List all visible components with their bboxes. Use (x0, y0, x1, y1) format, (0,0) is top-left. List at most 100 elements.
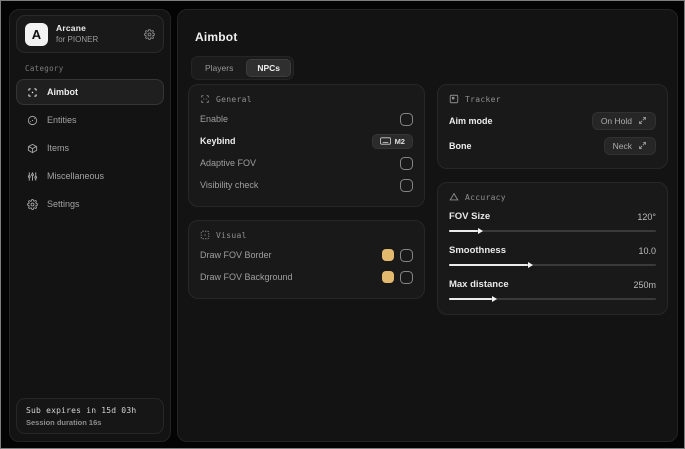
fov-border-row: Draw FOV Border (200, 244, 413, 266)
frame-target-icon (449, 94, 459, 104)
settings-columns: General Enable Keybind M2 (188, 84, 668, 328)
enable-checkbox[interactable] (399, 112, 413, 126)
dashed-frame-icon (200, 230, 210, 240)
page-title: Aimbot (195, 30, 238, 44)
section-title: General (216, 94, 252, 104)
aim-mode-select[interactable]: On Hold (591, 111, 656, 130)
smoothness-slider[interactable] (448, 261, 656, 270)
fov-size-row: FOV Size 120° (448, 209, 656, 236)
sliders-icon (26, 170, 38, 182)
max-distance-head: Max distance 250m (449, 277, 656, 292)
tracker-card: Tracker Aim mode On Hold Bone (436, 84, 668, 169)
fov-background-controls (381, 270, 413, 284)
app-name: Arcane (56, 23, 87, 34)
fov-background-color-swatch[interactable] (381, 271, 394, 283)
visibility-check-checkbox[interactable] (399, 178, 413, 192)
keybind-label: Keybind (200, 136, 236, 146)
max-distance-slider[interactable] (448, 295, 656, 304)
fov-size-slider[interactable] (448, 227, 656, 236)
smoothness-row: Smoothness 10.0 (448, 243, 656, 270)
keybind-row: Keybind M2 (200, 130, 413, 152)
section-title: Tracker (464, 94, 501, 104)
expand-icon (639, 117, 646, 124)
slider-thumb[interactable] (492, 296, 498, 302)
brand-text: Arcane for PIONER (56, 23, 136, 45)
gear-icon (26, 198, 38, 210)
fov-size-label: FOV Size (448, 211, 491, 222)
adaptive-fov-checkbox[interactable] (399, 156, 413, 170)
fov-background-label: Draw FOV Background (200, 272, 293, 282)
sidebar-item-items[interactable]: Items (16, 135, 164, 161)
sidebar: A Arcane for PIONER Category (9, 9, 171, 442)
max-distance-value: 250m (633, 279, 656, 290)
aim-mode-label: Aim mode (448, 115, 493, 126)
keybind-button[interactable]: M2 (371, 133, 413, 149)
slider-fill (448, 228, 483, 234)
general-header: General (200, 94, 413, 104)
sidebar-item-label: Aimbot (47, 87, 78, 97)
bone-value: Neck (612, 140, 632, 151)
smoothness-head: Smoothness 10.0 (449, 243, 656, 258)
expand-icon (639, 142, 646, 149)
fov-border-color-swatch[interactable] (381, 249, 394, 261)
category-label: Category (25, 64, 64, 73)
section-title: Visual (216, 230, 247, 240)
enable-label: Enable (200, 114, 229, 124)
enable-row: Enable (200, 108, 413, 130)
slider-track (448, 264, 656, 266)
radar-icon (26, 114, 38, 126)
scan-icon (200, 94, 210, 104)
general-card: General Enable Keybind M2 (188, 84, 425, 207)
right-column: Tracker Aim mode On Hold Bone (436, 84, 668, 328)
tab-npcs[interactable]: NPCs (246, 59, 292, 77)
main-panel: Aimbot Players NPCs (177, 9, 678, 442)
keyboard-icon (379, 137, 391, 145)
fov-background-row: Draw FOV Background (200, 266, 413, 288)
left-column: General Enable Keybind M2 (188, 84, 425, 312)
sidebar-item-aimbot[interactable]: Aimbot (16, 79, 164, 105)
slider-thumb[interactable] (477, 228, 483, 234)
slider-thumb[interactable] (527, 262, 533, 268)
gear-icon[interactable] (144, 28, 155, 40)
accuracy-card: Accuracy FOV Size 120° (436, 182, 668, 315)
slider-fill (448, 262, 533, 268)
keybind-value: M2 (394, 136, 405, 146)
sidebar-item-label: Items (47, 143, 70, 153)
visual-header: Visual (200, 230, 413, 240)
app-subtitle: for PIONER (56, 34, 99, 44)
sub-expiry-text: Sub expires in 15d 03h (26, 406, 137, 415)
accuracy-header: Accuracy (449, 192, 656, 202)
visual-card: Visual Draw FOV Border Draw FOV Backgrou… (188, 220, 425, 299)
visibility-check-label: Visibility check (200, 180, 259, 190)
sidebar-item-label: Miscellaneous (47, 171, 105, 181)
subscription-info: Sub expires in 15d 03h Session duration … (16, 398, 164, 434)
bone-label: Bone (448, 140, 472, 151)
sidebar-item-label: Entities (47, 115, 77, 125)
fov-border-checkbox[interactable] (399, 248, 413, 262)
section-title: Accuracy (464, 192, 506, 202)
visibility-check-row: Visibility check (200, 174, 413, 196)
fov-size-value: 120° (637, 211, 656, 222)
triangle-icon (449, 192, 459, 202)
bone-select[interactable]: Neck (603, 136, 656, 155)
adaptive-fov-label: Adaptive FOV (200, 158, 257, 168)
fov-border-label: Draw FOV Border (200, 250, 272, 260)
aim-mode-value: On Hold (600, 115, 632, 126)
tab-players[interactable]: Players (205, 63, 234, 73)
max-distance-label: Max distance (448, 279, 509, 290)
sidebar-item-entities[interactable]: Entities (16, 107, 164, 133)
max-distance-row: Max distance 250m (448, 277, 656, 304)
adaptive-fov-row: Adaptive FOV (200, 152, 413, 174)
brand-card: A Arcane for PIONER (16, 15, 164, 53)
sidebar-item-miscellaneous[interactable]: Miscellaneous (16, 163, 164, 189)
fov-background-checkbox[interactable] (399, 270, 413, 284)
cube-icon (26, 142, 38, 154)
tracker-header: Tracker (449, 94, 656, 104)
target-tabbar: Players NPCs (191, 56, 295, 80)
fov-size-head: FOV Size 120° (449, 209, 656, 224)
smoothness-value: 10.0 (638, 245, 656, 256)
sidebar-item-settings[interactable]: Settings (16, 191, 164, 217)
aim-mode-row: Aim mode On Hold (449, 108, 656, 133)
smoothness-label: Smoothness (448, 245, 506, 256)
